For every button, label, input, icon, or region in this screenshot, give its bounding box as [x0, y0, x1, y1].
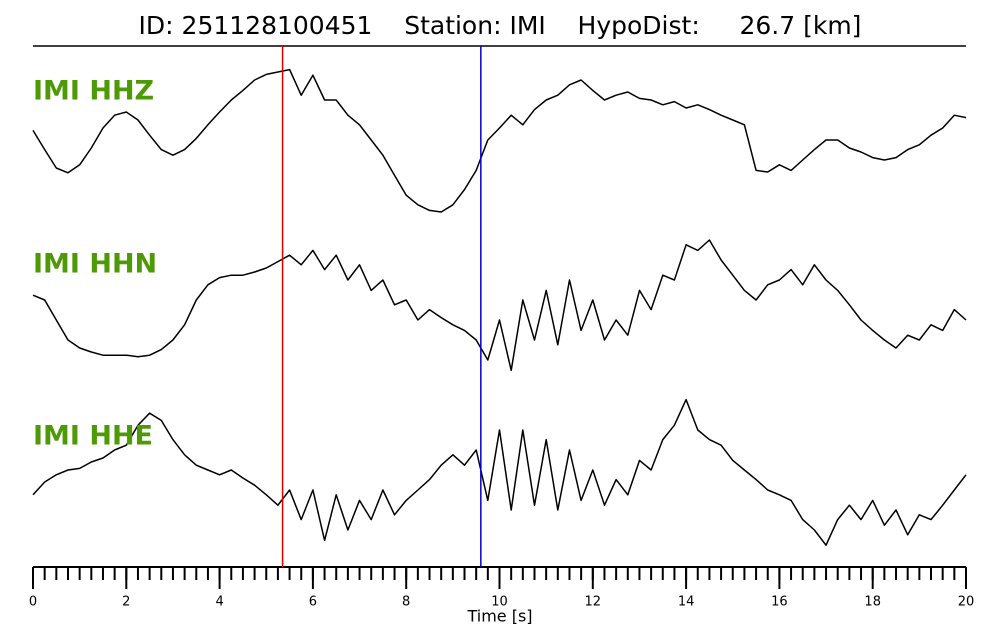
trace — [32, 398, 967, 546]
chart-title: ID: 251128100451 Station: IMI HypoDist: … — [139, 11, 862, 40]
x-tick-label: 8 — [402, 595, 410, 610]
x-tick-label: 2 — [122, 595, 130, 610]
x-tick-label: 14 — [678, 595, 695, 610]
x-tick-label: 18 — [864, 595, 881, 610]
channel-label: IMI HHZ — [33, 76, 154, 107]
x-tick-label: 16 — [771, 595, 788, 610]
x-tick-label: 6 — [309, 595, 317, 610]
x-tick-label: 10 — [491, 595, 508, 610]
x-tick-label: 20 — [958, 595, 975, 610]
x-tick-label: 0 — [29, 595, 37, 610]
channel-label: IMI HHN — [33, 249, 157, 280]
x-axis-label: Time [s] — [466, 607, 532, 626]
x-tick-label: 4 — [215, 595, 223, 610]
trace — [32, 68, 967, 213]
trace — [32, 239, 967, 372]
x-tick-label: 12 — [585, 595, 602, 610]
channel-label: IMI HHE — [33, 421, 153, 452]
